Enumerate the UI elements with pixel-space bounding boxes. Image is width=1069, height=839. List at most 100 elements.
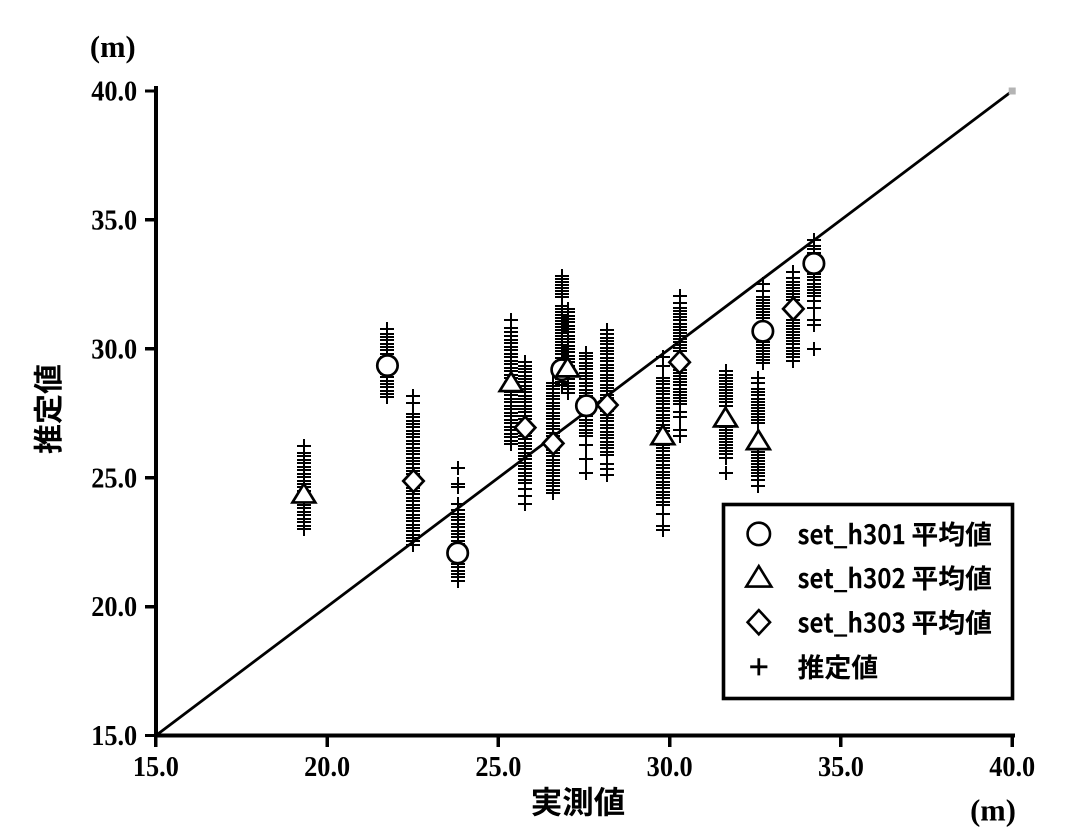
glyph-0 — [878, 612, 891, 633]
glyph-3 — [892, 612, 905, 633]
mean-marker-triangle — [711, 405, 740, 428]
glyph-平 — [912, 523, 938, 547]
y-tick-label: 40.0 — [91, 76, 137, 108]
mean-marker-circle — [746, 521, 772, 547]
glyph-均 — [938, 521, 964, 547]
y-tick-label: 35.0 — [91, 205, 137, 237]
mean-marker-circle — [574, 394, 598, 418]
axis-ticks — [145, 89, 1014, 747]
series-triangle — [290, 355, 773, 504]
plus-cluster-x23.81 — [451, 461, 465, 588]
glyph-t — [824, 613, 834, 633]
tick-labels: 15.0 20.0 25.0 30.0 35.0 40.0 15.0 20.0 25.0 30.0… — [90, 30, 1035, 827]
glyph-値 — [965, 609, 992, 635]
plus-cluster-x27.02 — [561, 302, 575, 400]
glyph-s — [798, 617, 809, 633]
mean-marker-circle — [375, 354, 399, 378]
glyph-0 — [878, 567, 891, 589]
x-tick-label: 40.0 — [989, 751, 1035, 783]
legend-label — [798, 521, 992, 549]
glyph-s — [798, 528, 809, 545]
glyph-h — [849, 522, 862, 545]
mean-marker-diamond — [513, 414, 538, 441]
glyph-平 — [912, 611, 938, 635]
glyph-定 — [824, 654, 851, 680]
mean-marker-triangle — [290, 481, 318, 504]
mean-marker-diamond — [667, 349, 692, 376]
glyph-_ — [834, 546, 848, 549]
legend-label — [798, 565, 992, 593]
glyph-h — [849, 566, 862, 589]
mean-marker-triangle — [497, 369, 525, 393]
plus-cluster-x32.59 — [751, 371, 765, 493]
x-tick-label: 15.0 — [133, 751, 179, 783]
glyph-値 — [965, 565, 992, 591]
glyph-3 — [863, 612, 876, 633]
y-tick-label: 30.0 — [91, 333, 137, 365]
mean-marker-triangle — [649, 423, 677, 446]
glyph-h — [849, 611, 862, 633]
y-axis-unit: (m) — [90, 30, 136, 64]
glyph-2 — [892, 567, 905, 589]
plus-cluster-x31.63 — [719, 364, 733, 480]
glyph-s — [798, 572, 809, 589]
x-tick-label: 35.0 — [818, 751, 864, 783]
glyph-均 — [938, 565, 964, 591]
glyph-3 — [863, 523, 876, 545]
legend-row-1 — [746, 521, 992, 549]
glyph-値 — [965, 521, 992, 547]
y-axis-title — [33, 365, 62, 454]
glyph-値 — [33, 365, 62, 394]
mean-marker-triangle — [553, 355, 582, 378]
legend — [721, 502, 1015, 701]
glyph-e — [810, 572, 823, 589]
glyph-平 — [912, 566, 938, 591]
mean-marker-circle — [802, 251, 826, 276]
glyph-0 — [878, 523, 891, 545]
glyph-値 — [594, 786, 625, 817]
y-tick-label: 25.0 — [91, 462, 137, 494]
glyph-値 — [851, 654, 878, 680]
x-tick-label: 25.0 — [475, 751, 521, 783]
legend-row-4 — [750, 654, 878, 680]
glyph-t — [824, 568, 834, 589]
glyph-e — [810, 617, 823, 633]
legend-marker-plus — [750, 658, 768, 676]
glyph-3 — [863, 567, 876, 589]
legend-row-3 — [745, 608, 992, 637]
glyph-_ — [834, 634, 848, 637]
y-tick-label: 20.0 — [91, 591, 137, 623]
x-tick-label: 30.0 — [647, 751, 693, 783]
glyph-均 — [938, 609, 964, 635]
x-tick-label: 20.0 — [304, 751, 350, 783]
mean-marker-circle — [751, 319, 775, 343]
mean-marker-diamond — [595, 392, 620, 418]
glyph-_ — [834, 589, 848, 593]
mean-marker-diamond — [745, 608, 772, 637]
glyph-推 — [33, 424, 62, 454]
mean-markers — [290, 251, 826, 565]
legend-label — [798, 654, 878, 680]
mean-marker-diamond — [541, 430, 566, 457]
mean-marker-circle — [446, 541, 470, 565]
glyph-e — [810, 528, 823, 545]
glyph-定 — [33, 395, 62, 424]
x-axis-unit: (m) — [970, 793, 1016, 827]
glyph-測 — [563, 786, 592, 817]
glyph-t — [824, 525, 834, 545]
glyph-実 — [532, 786, 561, 817]
x-axis-title — [532, 786, 625, 817]
line-endpoint-handle — [1008, 87, 1016, 95]
mean-marker-diamond — [781, 295, 806, 322]
legend-label — [798, 609, 992, 637]
mean-marker-diamond — [401, 468, 426, 495]
glyph-1 — [893, 524, 905, 545]
axes — [153, 86, 1015, 738]
glyph-推 — [798, 654, 824, 680]
mean-marker-triangle — [744, 427, 773, 451]
mean-marker-triangle — [743, 563, 774, 588]
legend-row-2 — [743, 563, 992, 593]
plus-cluster-x34.21 — [807, 233, 821, 356]
y-tick-label: 15.0 — [91, 720, 137, 752]
